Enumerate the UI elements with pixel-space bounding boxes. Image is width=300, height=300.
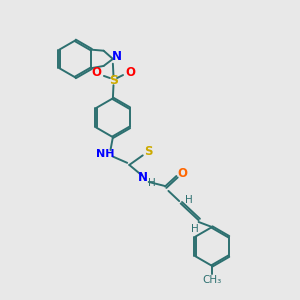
Text: H: H [185,196,193,206]
Text: H: H [191,224,199,233]
Text: O: O [125,66,136,79]
Text: O: O [92,67,101,80]
Text: NH: NH [96,149,115,159]
Text: N: N [112,50,122,63]
Text: CH₃: CH₃ [202,275,222,285]
Text: S: S [109,74,118,87]
Text: H: H [148,178,155,188]
Text: S: S [144,145,152,158]
Text: N: N [138,171,148,184]
Text: O: O [178,167,188,180]
